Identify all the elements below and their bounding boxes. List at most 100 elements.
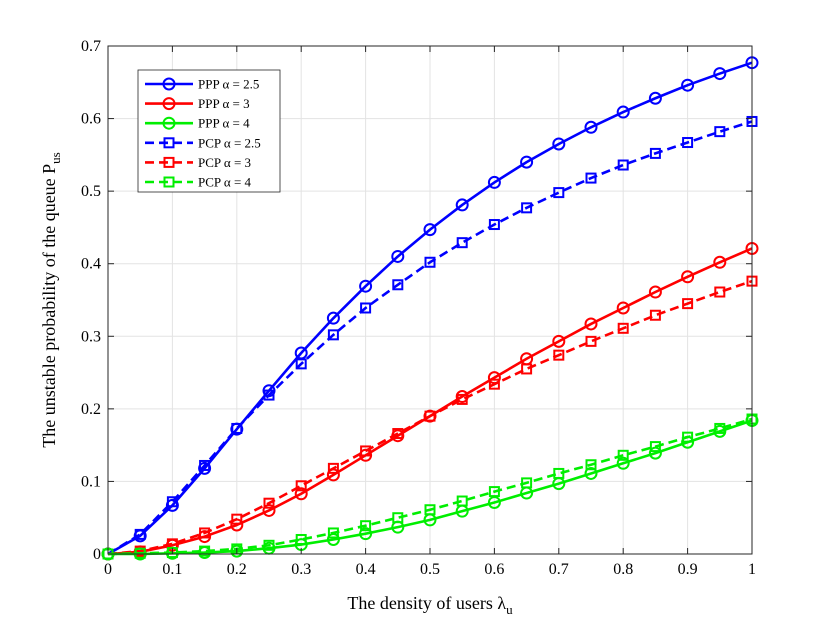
legend: PPP α = 2.5 PPP α = 3 PPP α = 4 PCP α = 2.5… [137, 69, 281, 193]
series-line [108, 419, 753, 556]
data-point [585, 335, 597, 347]
data-point [617, 322, 629, 334]
legend-marker [162, 77, 176, 91]
legend-item: PCP α = 2.5 [145, 135, 261, 150]
x-tick-label: 0.5 [420, 561, 440, 578]
data-point [616, 456, 630, 470]
data-point [682, 298, 694, 310]
data-point [488, 219, 500, 231]
data-point [584, 466, 598, 480]
data-point [360, 302, 372, 314]
data-point [199, 459, 211, 471]
y-tick-label: 0.3 [81, 328, 101, 345]
data-point [616, 105, 630, 119]
data-point [360, 445, 372, 457]
data-point [392, 512, 404, 524]
data-point [520, 155, 534, 169]
data-point [231, 422, 243, 434]
data-point [649, 441, 661, 453]
x-tick-label: 0.4 [356, 561, 376, 578]
legend-label: PPP α = 4 [198, 116, 250, 131]
data-point [488, 378, 500, 390]
data-point [714, 126, 726, 138]
data-point [682, 137, 694, 149]
data-point [456, 495, 468, 507]
data-point [424, 410, 436, 422]
x-tick-label: 0.6 [484, 561, 504, 578]
data-point [521, 202, 533, 214]
x-tick-label: 0.1 [162, 561, 182, 578]
data-point [166, 496, 178, 508]
data-point [714, 286, 726, 298]
data-point [648, 285, 662, 299]
data-point [359, 527, 373, 541]
legend-marker [162, 116, 176, 130]
data-point [455, 198, 469, 212]
series-group [101, 56, 759, 561]
legend-item: PPP α = 4 [145, 116, 250, 131]
x-tick-label: 0.8 [613, 561, 633, 578]
legend-label: PCP α = 2.5 [198, 135, 261, 150]
legend-marker [163, 176, 175, 188]
data-point [521, 477, 533, 489]
data-point [584, 317, 598, 331]
legend-items: PPP α = 2.5 PPP α = 3 PPP α = 4 PCP α = 2.5… [145, 77, 261, 190]
data-point [681, 78, 695, 92]
data-point [648, 91, 662, 105]
data-point [263, 497, 275, 509]
y-axis-title-text: The unstable probability of the queue P [39, 164, 59, 448]
data-point [456, 393, 468, 405]
data-point [681, 270, 695, 284]
series-line [107, 120, 753, 556]
legend-label: PPP α = 2.5 [198, 77, 259, 92]
data-point [487, 175, 501, 189]
data-point [713, 67, 727, 81]
legend-marker [163, 137, 175, 149]
data-point [391, 249, 405, 263]
data-point [295, 533, 307, 545]
data-point [552, 334, 566, 348]
data-point [585, 172, 597, 184]
y-tick-label: 0.2 [81, 401, 101, 418]
data-point [649, 309, 661, 321]
data-point [552, 137, 566, 151]
data-point [521, 363, 533, 375]
data-point [294, 487, 308, 501]
data-point [263, 389, 275, 401]
data-point [134, 528, 146, 540]
data-point [456, 237, 468, 249]
data-point [423, 223, 437, 237]
y-tick-label: 0.5 [81, 183, 101, 200]
y-tick-label: 0.1 [81, 473, 101, 490]
x-axis-title-text: The density of users λ [347, 593, 506, 613]
data-point [617, 159, 629, 171]
data-point [295, 480, 307, 492]
data-point [199, 545, 211, 557]
data-point [553, 187, 565, 199]
data-point [617, 449, 629, 461]
data-point [713, 255, 727, 269]
legend-marker [162, 97, 176, 111]
axis-ticks: 0 0.1 0.2 0.3 0.4 0.5 0.6 0.7 0.8 0.9 1 0 0.1 0.2 0.3 0… [81, 38, 756, 578]
y-axis-title: The unstable probability of the queue Pu… [39, 152, 63, 448]
legend-label: PCP α = 4 [198, 175, 252, 190]
series-line [107, 61, 753, 556]
x-tick-label: 0.3 [291, 561, 311, 578]
legend-box [137, 69, 281, 193]
data-point [263, 539, 275, 551]
data-point [327, 329, 339, 341]
x-axis-title-subscript: u [506, 602, 513, 617]
data-point [295, 358, 307, 370]
data-point [359, 279, 373, 293]
legend-marker [163, 156, 175, 168]
x-tick-label: 0.7 [549, 561, 569, 578]
series-line [107, 417, 753, 556]
data-point [392, 279, 404, 291]
x-tick-label: 0.2 [227, 561, 247, 578]
data-point [231, 513, 243, 525]
data-point [553, 349, 565, 361]
legend-label: PCP α = 3 [198, 155, 251, 170]
data-point [360, 520, 372, 532]
data-point [488, 486, 500, 498]
